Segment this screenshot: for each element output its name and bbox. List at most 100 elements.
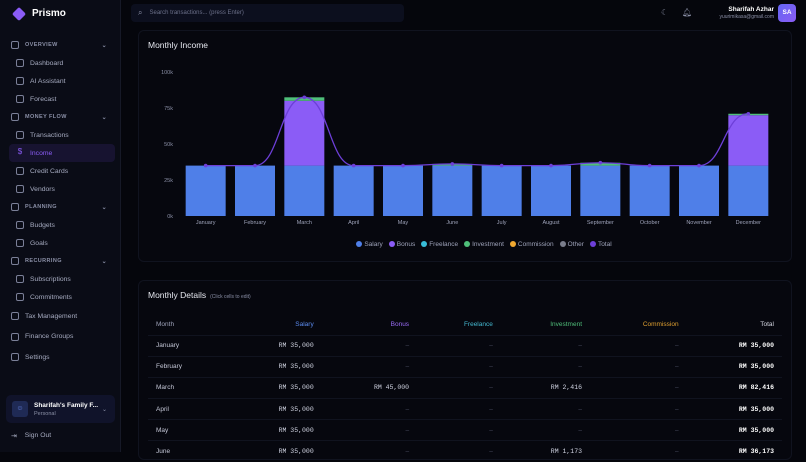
total-point[interactable] xyxy=(203,163,208,168)
total-point[interactable] xyxy=(598,160,603,165)
cell-commission[interactable]: – xyxy=(590,440,687,462)
total-point[interactable] xyxy=(351,163,356,168)
cell-bonus[interactable]: RM 45,000 xyxy=(321,376,418,399)
bar-bonus[interactable] xyxy=(284,100,325,166)
sidebar-item-goals[interactable]: Goals xyxy=(0,234,115,252)
bar-salary[interactable] xyxy=(284,165,325,216)
total-point[interactable] xyxy=(450,162,455,166)
total-point[interactable] xyxy=(401,163,405,168)
section-overview[interactable]: OVERVIEW ⌄ xyxy=(0,36,121,54)
bar-salary[interactable] xyxy=(679,165,719,216)
sidebar-item-tax-management[interactable]: Tax Management xyxy=(0,306,115,327)
sidebar-item-budgets[interactable]: Budgets xyxy=(0,216,115,234)
sign-out-button[interactable]: ⇥ Sign Out xyxy=(11,432,52,440)
monthly-income-panel: Monthly Income 0k 25k 50k 75k 100k January Feb… xyxy=(138,30,792,262)
sidebar-item-forecast[interactable]: Forecast xyxy=(0,90,115,108)
cell-salary[interactable]: RM 35,000 xyxy=(226,440,322,462)
cell-freelance[interactable]: – xyxy=(417,376,501,399)
bar-salary[interactable] xyxy=(481,165,522,216)
cell-bonus[interactable]: – xyxy=(321,398,418,420)
cell-bonus[interactable]: – xyxy=(321,334,418,357)
cell-commission[interactable]: – xyxy=(590,376,687,399)
bar-salary[interactable] xyxy=(531,165,571,216)
cell-freelance[interactable]: – xyxy=(417,334,501,357)
legend-item-total[interactable]: Total xyxy=(589,241,612,248)
bar-salary[interactable] xyxy=(629,165,670,216)
cell-bonus[interactable]: – xyxy=(321,419,418,441)
cell-commission[interactable]: – xyxy=(590,355,687,378)
sidebar-item-credit-cards[interactable]: Credit Cards xyxy=(0,162,115,180)
cell-bonus[interactable]: – xyxy=(321,440,418,462)
bar-salary[interactable] xyxy=(185,165,226,216)
sidebar-item-subscriptions[interactable]: Subscriptions xyxy=(0,270,115,288)
bar-salary[interactable] xyxy=(333,165,374,216)
total-line xyxy=(205,96,749,167)
logo[interactable]: Prismo xyxy=(11,6,66,21)
legend-item-bonus[interactable]: Bonus xyxy=(388,241,415,248)
cell-salary[interactable]: RM 35,000 xyxy=(226,398,322,420)
column-header-total[interactable]: Total xyxy=(760,320,774,328)
sidebar-item-dashboard[interactable]: Dashboard xyxy=(0,54,115,72)
sidebar-item-transactions[interactable]: Transactions xyxy=(0,126,115,144)
avatar[interactable]: SA xyxy=(778,4,796,22)
bar-salary[interactable] xyxy=(432,165,473,216)
user-info[interactable]: Sharifah Azhar yuurimikasa@gmail.com xyxy=(719,6,774,20)
cell-salary[interactable]: RM 35,000 xyxy=(226,334,322,357)
total-point[interactable] xyxy=(253,163,257,168)
sidebar-item-vendors[interactable]: Vendors xyxy=(0,180,115,198)
column-header-freelance[interactable]: Freelance xyxy=(463,320,493,328)
sidebar-item-finance-groups[interactable]: Finance Groups xyxy=(0,327,115,348)
section-recurring[interactable]: RECURRING ⌄ xyxy=(0,252,121,270)
column-header-salary[interactable]: Salary xyxy=(295,320,314,328)
workspace-switcher[interactable]: ☺ Sharifah's Family F... Personal ⌄ xyxy=(6,395,115,423)
cell-investment[interactable]: – xyxy=(500,355,591,378)
sidebar-item-ai-assistant[interactable]: AI Assistant xyxy=(0,72,115,90)
section-money-flow[interactable]: MONEY FLOW ⌄ xyxy=(0,108,121,126)
cell-investment[interactable]: – xyxy=(500,398,591,420)
cell-salary[interactable]: RM 35,000 xyxy=(226,355,322,378)
column-header-month[interactable]: Month xyxy=(156,320,175,328)
notification-bell-icon[interactable]: 🔔︎ xyxy=(682,8,693,17)
cell-commission[interactable]: – xyxy=(590,419,687,441)
column-header-commission[interactable]: Commission xyxy=(642,320,679,328)
cell-freelance[interactable]: – xyxy=(417,355,501,378)
total-point[interactable] xyxy=(697,163,701,168)
legend-dot-icon xyxy=(464,241,471,247)
cell-salary[interactable]: RM 35,000 xyxy=(226,419,322,441)
cell-commission[interactable]: – xyxy=(590,334,687,357)
total-point[interactable] xyxy=(499,163,504,168)
cell-freelance[interactable]: – xyxy=(417,419,501,441)
column-header-investment[interactable]: Investment xyxy=(550,320,583,328)
cell-investment[interactable]: – xyxy=(500,334,591,357)
legend-item-salary[interactable]: Salary xyxy=(356,241,383,248)
total-point[interactable] xyxy=(302,95,307,100)
cell-commission[interactable]: – xyxy=(590,398,687,420)
sidebar-item-income[interactable]: $ Income xyxy=(9,144,115,162)
legend-item-freelance[interactable]: Freelance xyxy=(421,241,458,248)
bar-bonus[interactable] xyxy=(728,115,769,166)
search-input[interactable]: ⌕ Search transactions... (press Enter) xyxy=(131,4,404,22)
cell-bonus[interactable]: – xyxy=(321,355,418,378)
legend-item-other[interactable]: Other xyxy=(559,241,584,248)
cell-investment[interactable]: RM 2,416 xyxy=(500,376,591,399)
sidebar-item-commitments[interactable]: Commitments xyxy=(0,288,115,306)
x-tick-label: April xyxy=(348,220,359,226)
legend-item-commission[interactable]: Commission xyxy=(509,241,554,248)
bar-salary[interactable] xyxy=(235,165,275,216)
cell-freelance[interactable]: – xyxy=(417,398,501,420)
cell-investment[interactable]: RM 1,173 xyxy=(500,440,591,462)
bar-salary[interactable] xyxy=(580,165,621,216)
legend-item-investment[interactable]: Investment xyxy=(464,241,504,248)
total-point[interactable] xyxy=(746,111,751,116)
total-point[interactable] xyxy=(549,163,553,168)
section-planning[interactable]: PLANNING ⌄ xyxy=(0,198,121,216)
total-point[interactable] xyxy=(647,163,652,168)
cell-salary[interactable]: RM 35,000 xyxy=(226,376,322,399)
sidebar-item-settings[interactable]: Settings xyxy=(0,347,115,368)
cell-freelance[interactable]: – xyxy=(417,440,501,462)
cell-investment[interactable]: – xyxy=(500,419,591,441)
theme-toggle-moon-icon[interactable]: ☾ xyxy=(661,8,669,17)
column-header-bonus[interactable]: Bonus xyxy=(390,320,410,328)
bar-salary[interactable] xyxy=(728,165,769,216)
bar-salary[interactable] xyxy=(383,165,423,216)
